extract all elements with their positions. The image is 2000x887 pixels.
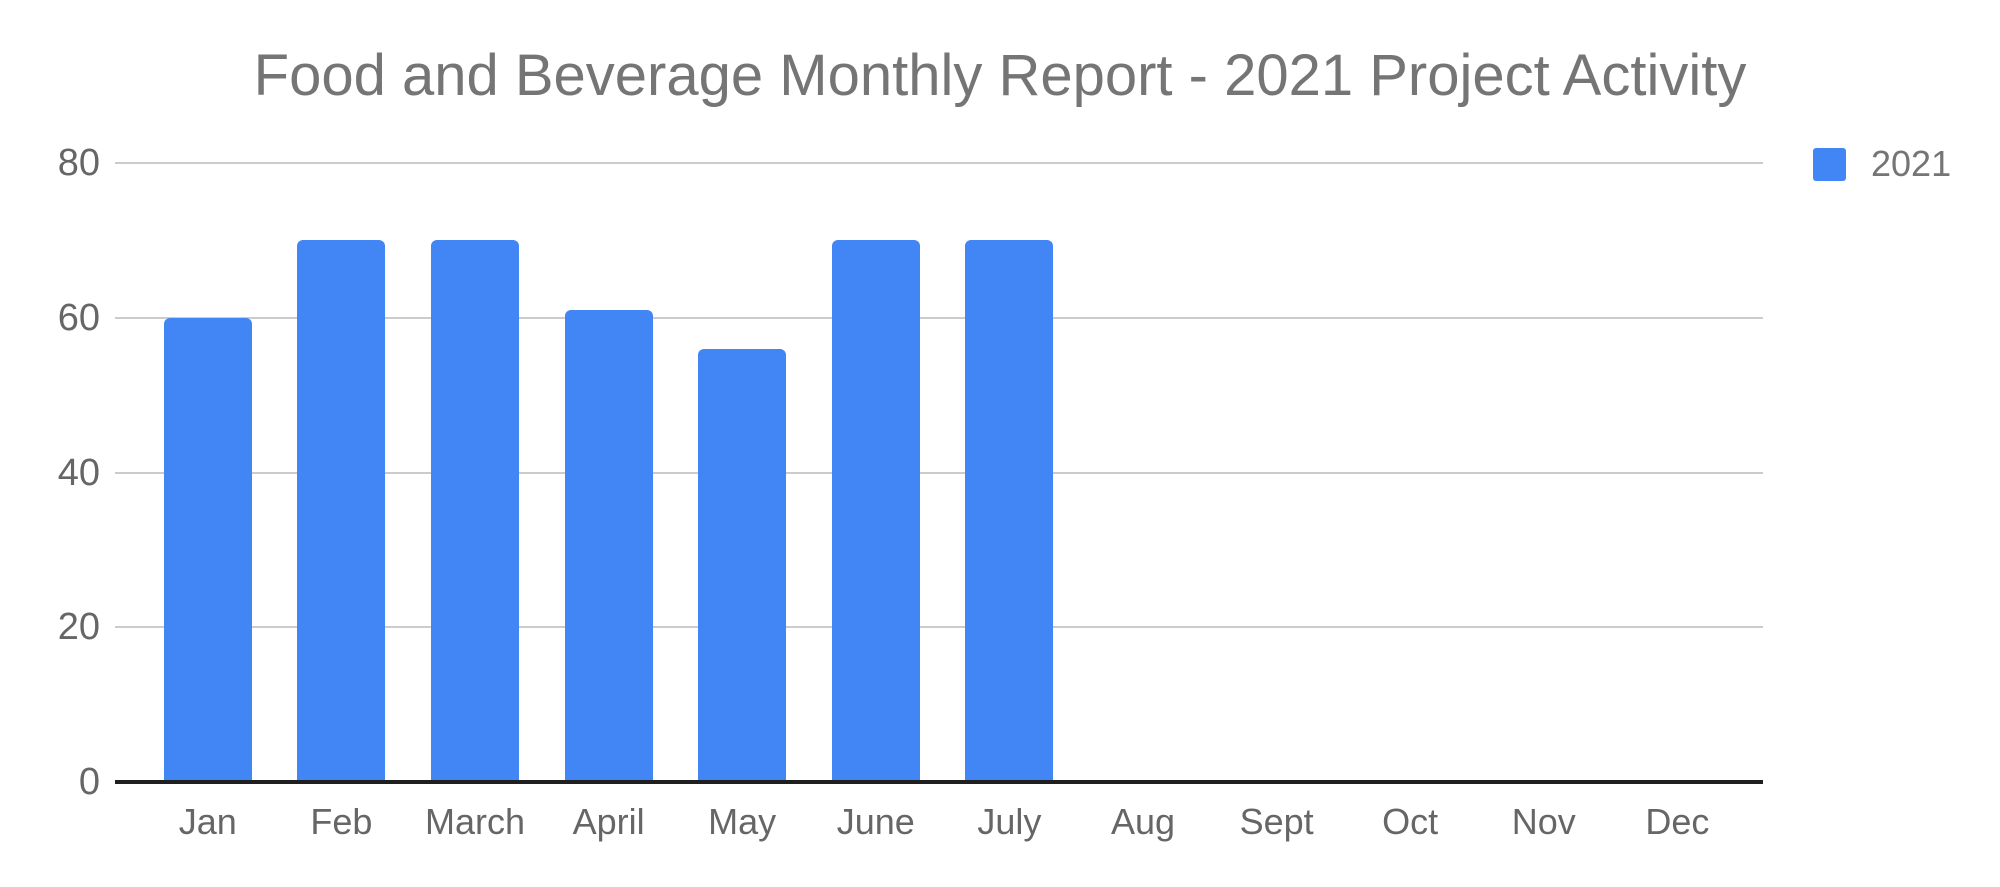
legend-swatch-2021 [1813, 147, 1846, 181]
y-tick-label-20: 20 [57, 606, 100, 649]
x-label-jan: Jan [178, 801, 237, 842]
x-label-may: May [708, 801, 777, 842]
x-label-aug: Aug [1110, 801, 1176, 842]
bar-may[interactable] [698, 348, 787, 782]
x-label-nov: Nov [1511, 801, 1576, 842]
y-gridline-40 [115, 471, 1763, 474]
bar-jan[interactable] [163, 317, 252, 782]
x-label-march: March [424, 801, 526, 842]
legend-label-2021: 2021 [1871, 143, 1952, 184]
legend[interactable]: 2021 [1813, 144, 1951, 184]
y-tick-label-60: 60 [57, 296, 100, 339]
chart-title: Food and Beverage Monthly Report - 2021 … [253, 43, 1747, 108]
x-label-dec: Dec [1645, 801, 1710, 842]
bar-feb[interactable] [297, 240, 386, 782]
bar-july[interactable] [965, 240, 1054, 782]
y-gridline-20 [115, 626, 1763, 629]
y-tick-label-80: 80 [57, 142, 100, 184]
x-label-sept: Sept [1239, 801, 1314, 842]
bar-march[interactable] [431, 240, 519, 782]
bar-june[interactable] [831, 240, 920, 782]
y-gridline-60 [115, 316, 1763, 319]
x-label-feb: Feb [310, 801, 373, 842]
x-axis-baseline [115, 780, 1763, 784]
bar-april[interactable] [564, 310, 653, 782]
x-label-april: April [572, 801, 645, 842]
y-tick-label-0: 0 [78, 761, 100, 803]
y-tick-label-40: 40 [57, 451, 100, 494]
x-label-oct: Oct [1382, 801, 1439, 842]
x-label-july: July [977, 801, 1042, 842]
y-gridline-80 [115, 162, 1763, 164]
x-label-june: June [836, 801, 915, 842]
